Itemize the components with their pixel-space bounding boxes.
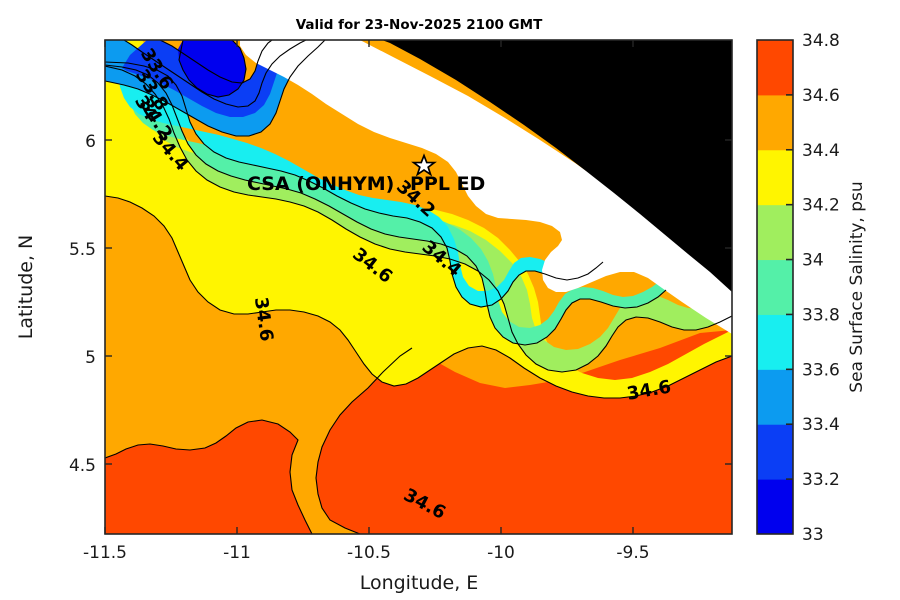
contour-line-33.4 [147, 40, 273, 84]
colorbar[interactable]: 33 33.2 33.4 33.6 33.8 34 34.2 34.4 34.6 34.8 Sea… [756, 31, 867, 545]
colorbar-swatch-8 [757, 40, 793, 96]
colorbar-tick-label-0: 33 [802, 525, 824, 545]
y-axis-label: Latitude, N [15, 235, 37, 340]
colorbar-swatch-3 [757, 314, 793, 370]
colorbar-swatches [757, 40, 793, 535]
axes-frame [104, 39, 733, 535]
land-mass [288, 40, 732, 292]
map-panel: 33.6 33.8 34 34.2 34.4 34.2 34.4 34.6 34… [15, 39, 733, 594]
colorbar-tick-label-2: 33.4 [802, 415, 840, 435]
contour-line-34.2 [105, 64, 667, 346]
y-tick-label-0: 4.5 [69, 456, 96, 476]
x-axis-label: Longitude, E [360, 572, 479, 594]
colorbar-tick-label-4: 33.8 [802, 305, 840, 325]
colorbar-tick-labels: 33 33.2 33.4 33.6 33.8 34 34.2 34.4 34.6 34.8 [802, 31, 840, 545]
star-icon [411, 153, 437, 177]
colorbar-swatch-7 [757, 94, 793, 151]
contour-line-33.2 [178, 40, 247, 98]
contour-line-34.4 [105, 65, 732, 373]
colorbar-swatch-1 [757, 424, 793, 480]
colorbar-tick-label-1: 33.2 [802, 470, 840, 490]
site-label-csa-onhym: CSA (ONHYM) [247, 173, 394, 195]
x-tick-label-0: -11.5 [83, 543, 127, 563]
x-tick-label-2: -10.5 [347, 543, 391, 563]
contour-line-34.6-west [105, 419, 313, 534]
colorbar-tick-label-8: 34.6 [802, 86, 840, 106]
colorbar-swatch-4 [757, 259, 793, 315]
colorbar-swatch-5 [757, 204, 793, 261]
y-axis-ticks [105, 139, 732, 465]
colorbar-tick-label-3: 33.6 [802, 360, 840, 380]
colorbar-swatch-2 [757, 369, 793, 425]
contour-field [105, 40, 732, 534]
contour-line-34.6-north [105, 195, 732, 399]
contour-lines [105, 40, 732, 534]
band-33.0-33.2 [178, 40, 246, 97]
colorbar-tick-label-6: 34.2 [802, 196, 840, 216]
figure-title: Valid for 23-Nov-2025 2100 GMT [296, 17, 543, 33]
colorbar-swatch-6 [757, 149, 793, 206]
y-tick-label-3: 6 [85, 132, 96, 152]
colorbar-swatch-0 [757, 479, 793, 535]
colorbar-tick-label-7: 34.4 [802, 141, 840, 161]
nodata-region [240, 40, 732, 334]
x-tick-label-1: -11 [223, 543, 251, 563]
colorbar-ticks [786, 94, 793, 480]
y-tick-label-2: 5.5 [69, 240, 96, 260]
contour-line-33.8 [105, 40, 326, 137]
colorbar-tick-label-5: 34 [802, 251, 824, 271]
x-tick-label-3: -10 [487, 543, 515, 563]
contour-line-34.0 [105, 61, 604, 308]
site-annotations: CSA (ONHYM) PPL ED [247, 153, 485, 195]
x-axis-ticks [104, 40, 634, 534]
colorbar-title: Sea Surface Salinity, psu [847, 181, 867, 392]
contour-line-34.6-south [315, 347, 413, 534]
colorbar-frame [756, 39, 794, 535]
y-tick-label-1: 5 [85, 348, 96, 368]
site-label-ppl-ed: PPL ED [410, 173, 485, 195]
y-tick-labels: 4.5 5 5.5 6 [69, 132, 96, 476]
colorbar-tick-label-9: 34.8 [802, 31, 840, 51]
x-tick-labels: -11.5 -11 -10.5 -10 -9.5 [83, 543, 650, 563]
contour-line-33.6 [123, 40, 307, 108]
x-tick-label-4: -9.5 [616, 543, 649, 563]
